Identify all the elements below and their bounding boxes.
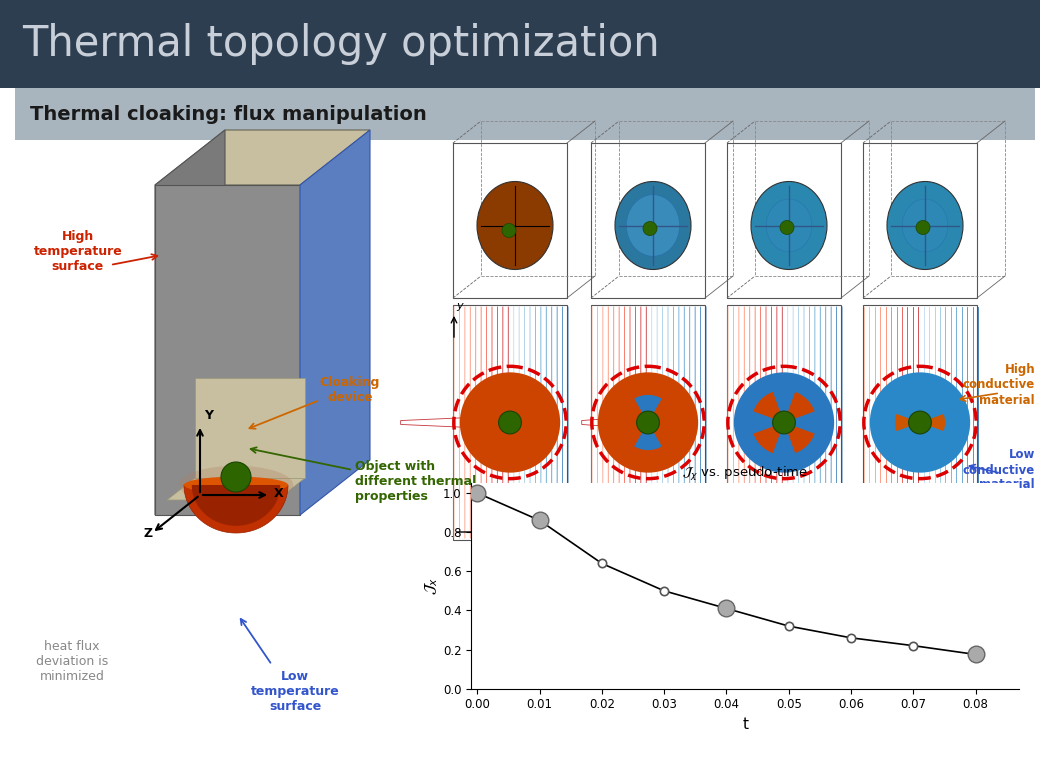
- Bar: [727, 305, 841, 540]
- Wedge shape: [753, 392, 784, 422]
- Text: Object with
different thermal
properties: Object with different thermal properties: [355, 460, 476, 503]
- Ellipse shape: [626, 195, 679, 256]
- Circle shape: [780, 221, 794, 234]
- Wedge shape: [784, 392, 814, 422]
- Bar: [727, 143, 841, 298]
- Polygon shape: [184, 485, 288, 533]
- Circle shape: [598, 372, 698, 473]
- Text: Low
temperature
surface: Low temperature surface: [251, 670, 339, 713]
- X-axis label: t: t: [743, 717, 748, 732]
- Bar: [591, 143, 705, 298]
- Bar: [863, 143, 977, 298]
- Text: heat flux
deviation is
minimized: heat flux deviation is minimized: [35, 640, 108, 683]
- Text: x: x: [493, 524, 499, 534]
- Circle shape: [916, 221, 930, 234]
- Bar: [0, 0, 1040, 88]
- Circle shape: [643, 221, 657, 235]
- Text: Perturbed
isotherms: Perturbed isotherms: [480, 548, 540, 576]
- Bar: [453, 143, 567, 298]
- Text: Thermal topology optimization: Thermal topology optimization: [22, 23, 659, 65]
- Circle shape: [636, 411, 659, 434]
- Bar: [15, 88, 1035, 140]
- Wedge shape: [634, 422, 661, 450]
- Wedge shape: [920, 414, 945, 431]
- Title: $\mathcal{J}_\chi$ vs. pseudo-time: $\mathcal{J}_\chi$ vs. pseudo-time: [682, 465, 808, 483]
- Text: Thermal cloaking: flux manipulation: Thermal cloaking: flux manipulation: [30, 104, 426, 123]
- Polygon shape: [155, 130, 225, 515]
- Circle shape: [909, 411, 932, 434]
- Polygon shape: [300, 130, 370, 515]
- Text: Y: Y: [204, 409, 213, 422]
- Text: Cloaking
device: Cloaking device: [320, 376, 381, 404]
- Circle shape: [498, 411, 521, 434]
- Ellipse shape: [887, 182, 963, 269]
- Text: X: X: [274, 487, 284, 500]
- Bar: [591, 305, 705, 540]
- Ellipse shape: [477, 182, 553, 269]
- Polygon shape: [196, 378, 305, 478]
- Circle shape: [222, 462, 251, 492]
- Ellipse shape: [751, 182, 827, 269]
- Polygon shape: [155, 185, 300, 515]
- Ellipse shape: [903, 199, 947, 252]
- Wedge shape: [634, 395, 661, 422]
- Wedge shape: [784, 422, 814, 453]
- Text: Constant
isotherms: Constant isotherms: [890, 548, 950, 576]
- Wedge shape: [753, 422, 784, 453]
- Bar: [453, 305, 567, 540]
- Circle shape: [869, 372, 970, 473]
- Ellipse shape: [615, 182, 691, 269]
- Ellipse shape: [184, 476, 288, 493]
- Text: High
conductive
material: High conductive material: [963, 364, 1035, 406]
- Polygon shape: [155, 130, 370, 185]
- Y-axis label: $\mathcal{J}_x$: $\mathcal{J}_x$: [423, 577, 440, 595]
- Circle shape: [502, 224, 516, 237]
- Circle shape: [773, 411, 796, 434]
- Polygon shape: [191, 485, 280, 526]
- Text: y: y: [456, 301, 463, 311]
- Polygon shape: [167, 478, 305, 500]
- Circle shape: [460, 372, 561, 473]
- Text: High
temperature
surface: High temperature surface: [33, 230, 123, 273]
- Wedge shape: [894, 414, 920, 431]
- Text: heat flux deviation
is minimized: heat flux deviation is minimized: [660, 567, 772, 595]
- Bar: [863, 305, 977, 540]
- Circle shape: [734, 372, 834, 473]
- Ellipse shape: [766, 199, 812, 252]
- Ellipse shape: [179, 466, 293, 505]
- Text: Z: Z: [144, 527, 153, 540]
- Text: Low
conductive
material: Low conductive material: [963, 448, 1035, 492]
